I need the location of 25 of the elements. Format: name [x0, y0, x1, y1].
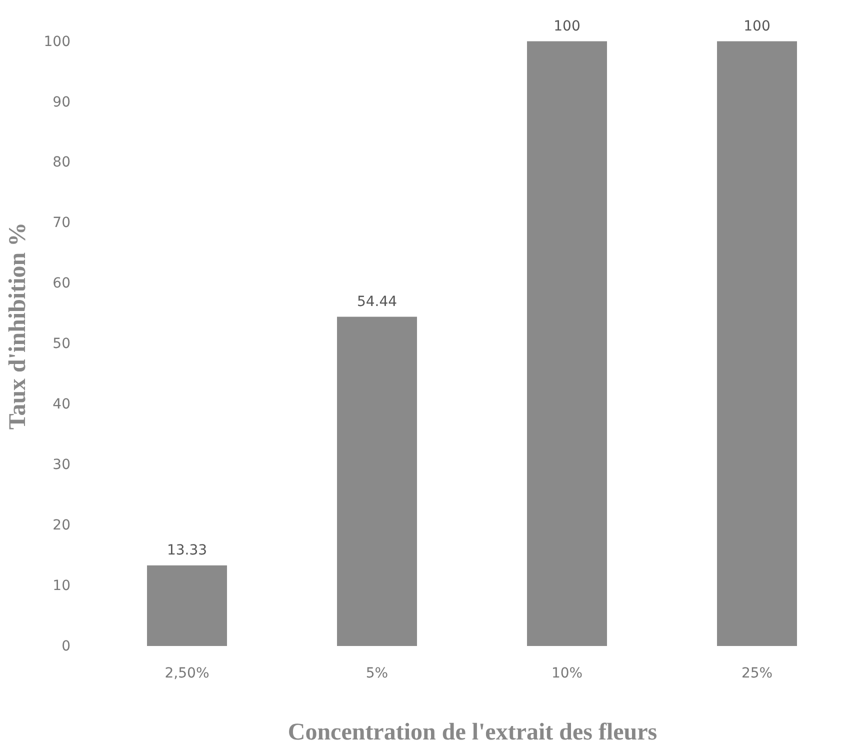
y-tick-label: 30: [52, 457, 70, 474]
y-tick-label: 80: [52, 154, 70, 171]
y-axis-title: Taux d'inhibition %: [4, 222, 31, 430]
y-tick-label: 100: [44, 34, 70, 50]
data-label: 13.33: [166, 542, 208, 558]
y-tick-label: 10: [52, 578, 70, 594]
x-tick-label: 10%: [551, 666, 583, 682]
data-label: 54.44: [356, 294, 398, 310]
x-axis-title: Concentration de l'extrait des fleurs: [288, 720, 658, 746]
x-tick-label: 25%: [741, 666, 773, 682]
y-tick-label: 0: [62, 638, 70, 654]
data-label: 100: [554, 18, 580, 34]
bar: [147, 565, 227, 646]
y-tick-label: 60: [52, 276, 70, 292]
y-tick-label: 50: [52, 336, 70, 352]
x-tick-label: 5%: [366, 666, 388, 682]
bar: [527, 41, 607, 646]
bar: [717, 41, 797, 646]
bar: [337, 316, 417, 646]
y-tick-label: 90: [52, 94, 70, 110]
y-tick-label: 20: [52, 518, 70, 534]
data-label: 100: [744, 18, 770, 34]
y-tick-label: 40: [52, 396, 70, 413]
y-tick-label: 70: [52, 215, 70, 232]
x-tick-label: 2,50%: [164, 666, 210, 682]
